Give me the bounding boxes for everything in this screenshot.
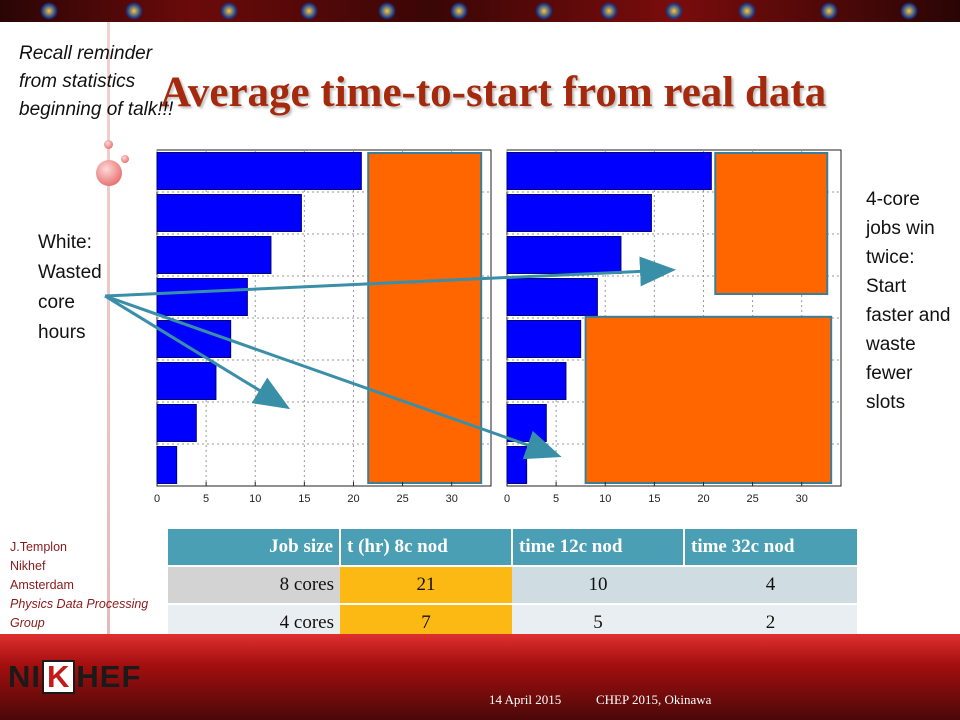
x-tick-label: 30 [446,493,458,505]
right-chart: 0 5 10 15 20 25 30 [504,149,842,505]
overlay-box [584,315,833,484]
bar [506,278,598,316]
footer-event: CHEP 2015, Okinawa [596,692,712,707]
bar [506,320,582,358]
x-tick-label: 20 [697,493,709,505]
author-city: Amsterdam [10,578,74,592]
recall-note: Recall reminder from statistics beginnin… [19,43,174,120]
author-org: Nikhef [10,559,46,573]
bar [506,362,567,400]
author-name: J.Templon [10,540,67,554]
slide-title: Average time-to-start from real data [160,69,827,116]
banner-ornament [535,2,553,20]
banner-ornament [738,2,756,20]
bar [156,404,197,442]
cell-12c-8cores: 10 [512,566,684,605]
bar [156,278,248,316]
banner-ornament [900,2,918,20]
time-to-start-table: Job size t (hr) 8c nod time 12c nod time… [168,529,857,643]
x-tick-label: 10 [249,493,261,505]
row-label-8-cores: 8 cores [168,566,340,605]
bar [506,194,652,232]
col-header-32c: time 32c nod [684,529,857,567]
x-tick-label: 15 [648,493,660,505]
overlay-box [714,152,829,295]
bar [506,236,622,274]
left-chart: 0 5 10 15 20 25 30 [154,149,492,505]
x-tick-label: 25 [396,493,408,505]
x-tick-label: 20 [347,493,359,505]
bar [156,152,362,190]
col-header-8c: t (hr) 8c nod [340,529,513,567]
decorative-bubble [104,140,113,149]
col-header-job-size: Job size [168,529,341,567]
bar [506,404,547,442]
four-core-note: 4-core jobs win twice: Start faster and … [866,189,951,413]
overlay-box [367,152,483,484]
x-tick-label: 30 [796,493,808,505]
arrow-to-right-upper [104,256,676,298]
x-tick-label: 25 [746,493,758,505]
x-tick-label: 10 [599,493,611,505]
banner-ornament [220,2,238,20]
banner-ornament [125,2,143,20]
banner-ornament [665,2,683,20]
bottom-banner [0,634,960,720]
annotation-arrows [104,256,676,460]
bar [156,194,302,232]
bar [506,152,712,190]
x-tick-label: 5 [203,493,209,505]
wasted-hours-note: White: Wasted core hours [38,232,102,343]
cell-32c-8cores: 4 [684,566,857,605]
banner-ornament [378,2,396,20]
bar [506,446,528,484]
footer-date: 14 April 2015 [489,692,562,707]
x-tick-label: 0 [504,493,510,505]
bar [156,446,178,484]
logo-text-right: HEF [76,659,142,694]
table-header: Job size t (hr) 8c nod time 12c nod time… [168,529,857,567]
banner-ornament [600,2,618,20]
banner-ornament [300,2,318,20]
arrow-to-left-chart [104,294,291,410]
logo-text-box: K [42,660,76,694]
arrow-to-right-lower [104,294,562,460]
col-header-12c: time 12c nod [512,529,685,567]
decorative-bar [107,22,110,634]
table-row: 8 cores 21 10 4 [168,566,857,605]
banner-ornament [450,2,468,20]
banner-ornament [40,2,58,20]
x-tick-label: 0 [154,493,160,505]
logo-text-left: NI [8,659,41,694]
author-block: J.Templon Nikhef Amsterdam Physics Data … [10,538,158,633]
x-tick-label: 5 [553,493,559,505]
top-banner [0,0,960,22]
banner-ornament [820,2,838,20]
nikhef-logo: NI K HEF [8,659,141,695]
decorative-bubble [96,160,122,186]
bar [156,362,217,400]
decorative-bubble [121,155,129,163]
author-group: Physics Data Processing Group [10,597,149,630]
bar [156,236,272,274]
cell-8c-8cores: 21 [340,566,512,605]
x-tick-label: 15 [298,493,310,505]
